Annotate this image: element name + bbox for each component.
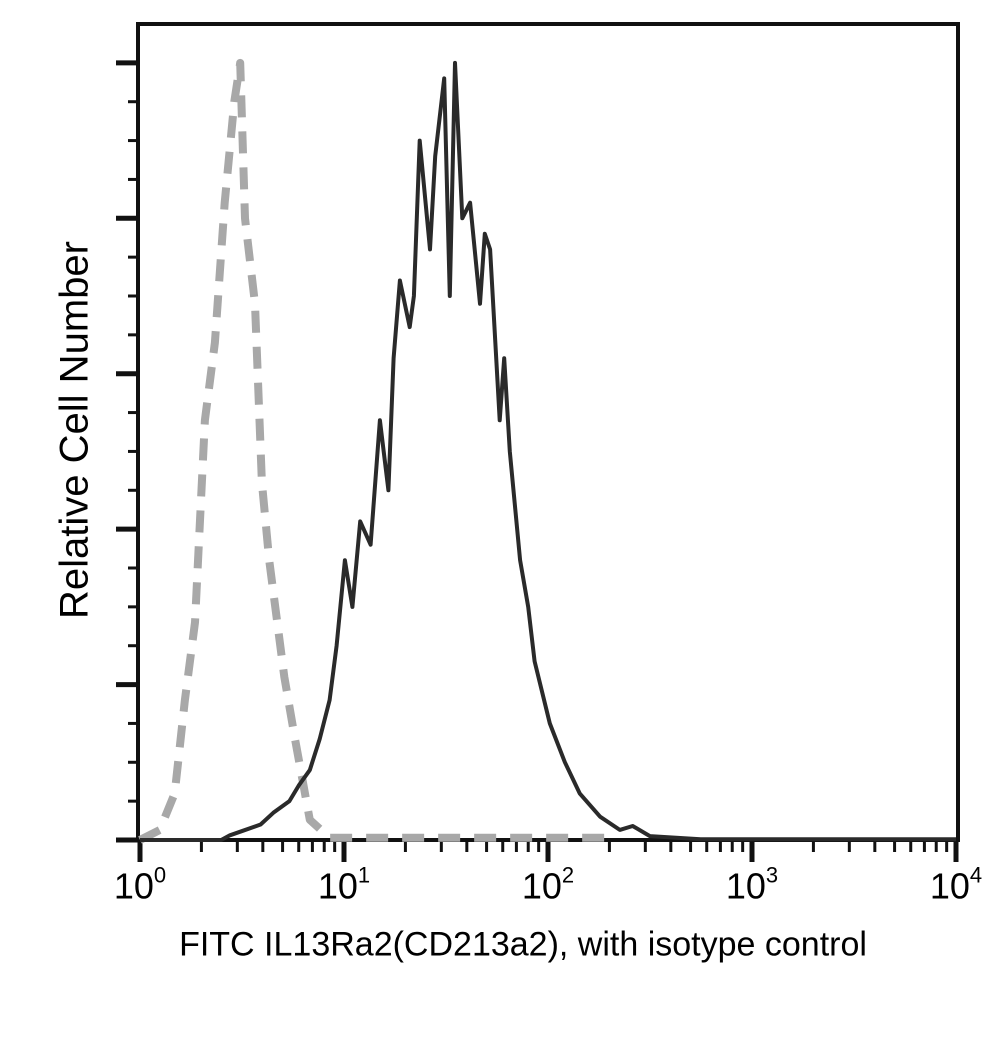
y-axis-label: Relative Cell Number bbox=[52, 241, 97, 619]
tick-base: 10 bbox=[521, 865, 562, 907]
tick-base: 10 bbox=[317, 865, 358, 907]
x-tick-label: 100 bbox=[114, 863, 166, 908]
tick-base: 10 bbox=[929, 865, 970, 907]
x-tick-label: 104 bbox=[930, 863, 982, 908]
sample-line bbox=[140, 60, 956, 842]
tick-exponent: 0 bbox=[153, 862, 167, 888]
x-tick-label: 101 bbox=[318, 863, 370, 908]
tick-base: 10 bbox=[113, 865, 154, 907]
isotype-control-line bbox=[138, 58, 610, 844]
series-layer bbox=[138, 58, 956, 844]
x-tick-label: 102 bbox=[522, 863, 574, 908]
tick-exponent: 1 bbox=[357, 862, 371, 888]
tick-exponent: 3 bbox=[765, 862, 779, 888]
tick-exponent: 2 bbox=[561, 862, 575, 888]
x-tick-label: 103 bbox=[726, 863, 778, 908]
x-axis-label: FITC IL13Ra2(CD213a2), with isotype cont… bbox=[179, 925, 867, 964]
tick-base: 10 bbox=[725, 865, 766, 907]
tick-exponent: 4 bbox=[969, 862, 983, 888]
